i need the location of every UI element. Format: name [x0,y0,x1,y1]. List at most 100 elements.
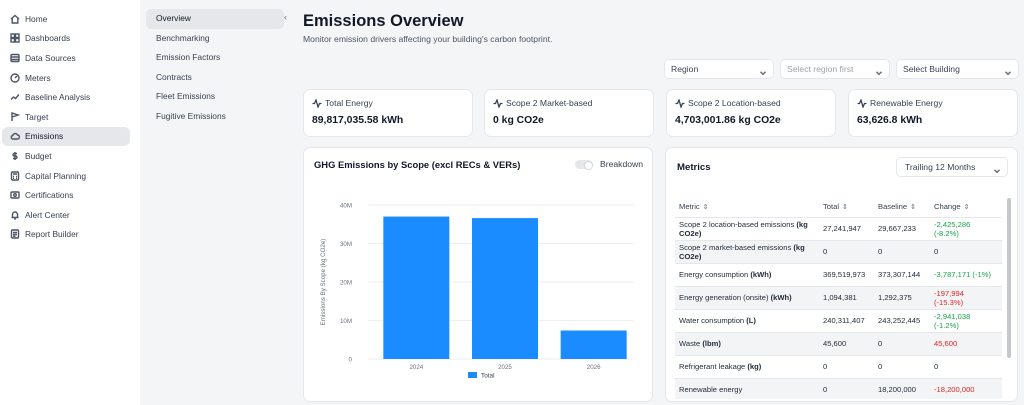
page-subtitle: Monitor emission drivers affecting your … [303,34,553,44]
nav-label: Capital Planning [25,170,86,181]
collapse-subnav-icon[interactable]: ‹ [284,12,287,22]
subnav-fugitive-emissions[interactable]: Fugitive Emissions [156,110,226,121]
nav-label: Meters [25,72,51,83]
page-title: Emissions Overview [303,12,464,30]
nav-item-alert-center[interactable]: Alert Center [2,205,130,225]
nav-label: Emissions [25,131,64,142]
y-axis-label: Emissions By Scope (kg CO2e) [320,239,327,326]
metrics-table: Metric ⇕ Total ⇕ Baseline ⇕ Change ⇕ Scope 2… [675,196,1002,399]
metric-baseline: 243,252,445 [874,309,930,333]
subnav-emission-factors[interactable]: Emission Factors [156,52,221,63]
bar-2025[interactable] [472,218,538,359]
table-row[interactable]: Energy consumption (kWh) 369,519,973 373,3… [675,263,1002,287]
legend-label: Total [481,373,495,380]
table-row[interactable]: Scope 2 market-based emissions (kg CO2e)… [675,240,1002,264]
nav-item-emissions[interactable]: Emissions [2,126,130,147]
nav-item-target[interactable]: Target [2,107,130,127]
nav-label: Home [25,13,48,24]
y-tick-label: 0 [349,357,353,364]
nav-item-home[interactable]: Home [2,9,130,29]
metrics-scrollbar[interactable] [1007,198,1011,358]
table-row[interactable]: Water consumption (L) 240,311,407 243,252,… [675,309,1002,333]
breakdown-toggle[interactable] [575,160,593,170]
region-select-value: Region [671,64,699,74]
trend-icon [9,92,20,103]
nav-item-data-sources[interactable]: Data Sources [2,48,130,68]
metric-name: Refrigerant leakage (kg) [675,355,819,379]
col-metric[interactable]: Metric ⇕ [675,196,819,218]
sort-icon: ⇕ [963,203,970,211]
nav-item-certifications[interactable]: Certifications [2,185,130,205]
period-select[interactable]: Trailing 12 Months [896,157,1008,177]
kpi-renewable-energy: Renewable Energy 63,626.8 kWh [848,89,1018,137]
metric-change: -2,425,286 (-8.2%) [930,217,1002,241]
gauge-icon [9,72,20,83]
subregion-select[interactable]: Select region first [780,59,890,79]
subnav-overview[interactable]: Overview [146,9,284,29]
chevron-down-icon [875,65,883,76]
subnav-contracts[interactable]: Contracts [156,71,192,82]
x-tick-label: 2026 [587,364,601,371]
bell-icon [9,209,20,220]
dollar-icon [9,150,20,161]
period-select-value: Trailing 12 Months [905,162,976,172]
building-select[interactable]: Select Building [896,59,1019,79]
nav-item-budget[interactable]: Budget [2,146,130,166]
metric-total: 0 [819,355,874,379]
nav-label: Alert Center [25,209,70,220]
metrics-card: Metrics Trailing 12 Months Metric ⇕ Total… [665,147,1018,402]
subregion-select-value: Select region first [787,64,854,74]
region-select[interactable]: Region [664,59,774,79]
metric-total: 0 [819,240,874,264]
metric-change: -197,994 (-15.3%) [930,286,1002,310]
metric-name: Renewable energy [675,378,819,399]
metric-change: 45,600 [930,332,1002,356]
bar-2024[interactable] [383,216,450,359]
nav-item-capital-planning[interactable]: Capital Planning [2,166,130,186]
chevron-down-icon [759,65,767,76]
metric-change: -3,787,171 (-1%) [930,263,1002,287]
kpi-label: Scope 2 Market-based [506,98,593,108]
metric-change: 0 [930,240,1002,264]
metric-total: 1,094,381 [819,286,874,310]
subnav-fleet-emissions[interactable]: Fleet Emissions [156,91,216,102]
metric-total: 369,519,973 [819,263,874,287]
nav-label: Dashboards [25,33,71,44]
metric-total: 45,600 [819,332,874,356]
nav-item-dashboards[interactable]: Dashboards [2,29,130,49]
kpi-value: 89,817,035.58 kWh [312,115,404,126]
breakdown-label: Breakdown [600,159,643,169]
nav-label: Report Builder [25,229,79,240]
kpi-scope2-market: Scope 2 Market-based 0 kg CO2e [484,89,654,137]
metric-name: Waste (lbm) [675,332,819,356]
nav-item-report-builder[interactable]: Report Builder [2,225,130,245]
bar-2026[interactable] [560,330,627,359]
table-row[interactable]: Energy generation (onsite) (kWh) 1,094,38… [675,286,1002,310]
metric-name: Water consumption (L) [675,309,819,333]
col-baseline[interactable]: Baseline ⇕ [874,196,930,218]
kpi-value: 0 kg CO2e [493,115,544,126]
metric-total: 240,311,407 [819,309,874,333]
table-row[interactable]: Waste (lbm) 45,600 0 45,600 [675,332,1002,356]
main-nav: Home Dashboards Data Sources Meters Base… [0,0,140,405]
legend-swatch [468,372,477,378]
col-change-label: Change [934,201,961,211]
col-total[interactable]: Total ⇕ [819,196,874,218]
emissions-subnav: Overview Benchmarking Emission Factors C… [140,0,288,405]
metric-baseline: 0 [874,332,930,356]
table-row[interactable]: Scope 2 location-based emissions (kg CO2… [675,217,1002,241]
main-content: Emissions Overview Monitor emission driv… [288,0,1024,405]
y-tick-label: 40M [340,203,352,210]
table-row[interactable]: Refrigerant leakage (kg) 0 0 0 [675,355,1002,379]
col-change[interactable]: Change ⇕ [930,196,1002,218]
nav-item-baseline-analysis[interactable]: Baseline Analysis [2,87,130,107]
kpi-label: Total Energy [325,98,373,108]
nav-item-meters[interactable]: Meters [2,68,130,88]
nav-label: Budget [25,150,52,161]
metric-name: Scope 2 location-based emissions (kg CO2… [675,217,819,241]
table-row[interactable]: Renewable energy 0 18,200,000 -18,200,000 [675,378,1002,399]
kpi-label: Renewable Energy [870,98,943,108]
subnav-benchmarking[interactable]: Benchmarking [156,32,210,43]
sort-icon: ⇕ [842,203,848,211]
activity-icon [857,98,867,108]
